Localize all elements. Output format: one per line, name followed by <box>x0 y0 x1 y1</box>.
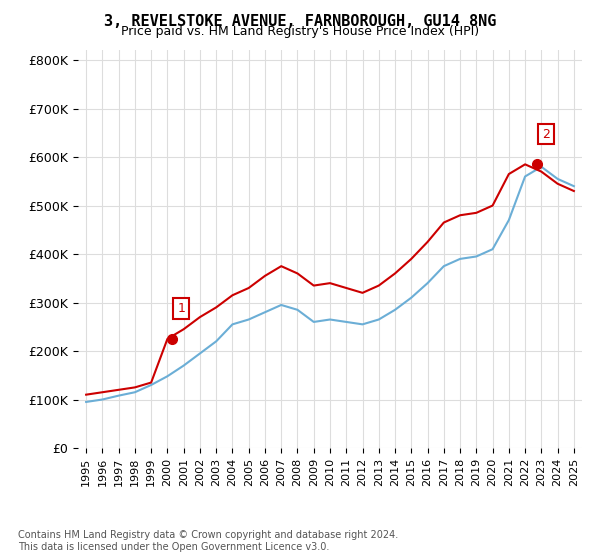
Text: Price paid vs. HM Land Registry's House Price Index (HPI): Price paid vs. HM Land Registry's House … <box>121 25 479 38</box>
Text: 2: 2 <box>542 128 550 141</box>
Text: 1: 1 <box>177 302 185 315</box>
Text: Contains HM Land Registry data © Crown copyright and database right 2024.
This d: Contains HM Land Registry data © Crown c… <box>18 530 398 552</box>
Text: 3, REVELSTOKE AVENUE, FARNBOROUGH, GU14 8NG: 3, REVELSTOKE AVENUE, FARNBOROUGH, GU14 … <box>104 14 496 29</box>
